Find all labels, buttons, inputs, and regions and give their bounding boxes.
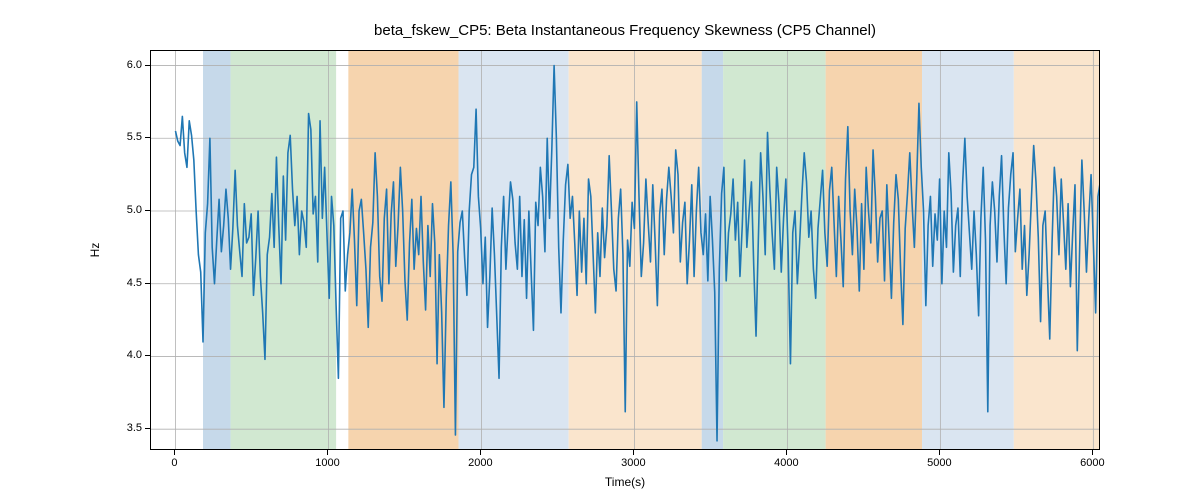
xtick-label: 6000 bbox=[1080, 457, 1104, 469]
ytick-mark bbox=[145, 283, 150, 284]
plot-svg bbox=[151, 51, 1100, 450]
x-axis-label: Time(s) bbox=[150, 475, 1100, 489]
y-axis-label: Hz bbox=[88, 243, 102, 258]
chart-container bbox=[150, 50, 1100, 450]
ytick-mark bbox=[145, 65, 150, 66]
band-region bbox=[826, 51, 922, 450]
ytick-label: 4.0 bbox=[127, 349, 142, 361]
ytick-label: 5.5 bbox=[127, 131, 142, 143]
ytick-mark bbox=[145, 355, 150, 356]
xtick-mark bbox=[939, 450, 940, 455]
page-title: beta_fskew_CP5: Beta Instantaneous Frequ… bbox=[150, 22, 1100, 39]
band-region bbox=[922, 51, 1014, 450]
ytick-label: 3.5 bbox=[127, 422, 142, 434]
xtick-mark bbox=[633, 450, 634, 455]
ytick-mark bbox=[145, 210, 150, 211]
xtick-label: 5000 bbox=[927, 457, 951, 469]
xtick-mark bbox=[786, 450, 787, 455]
plot-area bbox=[150, 50, 1100, 450]
xtick-label: 2000 bbox=[468, 457, 492, 469]
ytick-label: 5.0 bbox=[127, 204, 142, 216]
band-region bbox=[231, 51, 337, 450]
xtick-label: 1000 bbox=[315, 457, 339, 469]
xtick-mark bbox=[480, 450, 481, 455]
xtick-label: 4000 bbox=[774, 457, 798, 469]
xtick-mark bbox=[174, 450, 175, 455]
xtick-mark bbox=[1092, 450, 1093, 455]
xtick-label: 0 bbox=[171, 457, 177, 469]
xtick-mark bbox=[327, 450, 328, 455]
ytick-mark bbox=[145, 137, 150, 138]
ytick-label: 6.0 bbox=[127, 59, 142, 71]
xtick-label: 3000 bbox=[621, 457, 645, 469]
ytick-label: 4.5 bbox=[127, 277, 142, 289]
ytick-mark bbox=[145, 428, 150, 429]
